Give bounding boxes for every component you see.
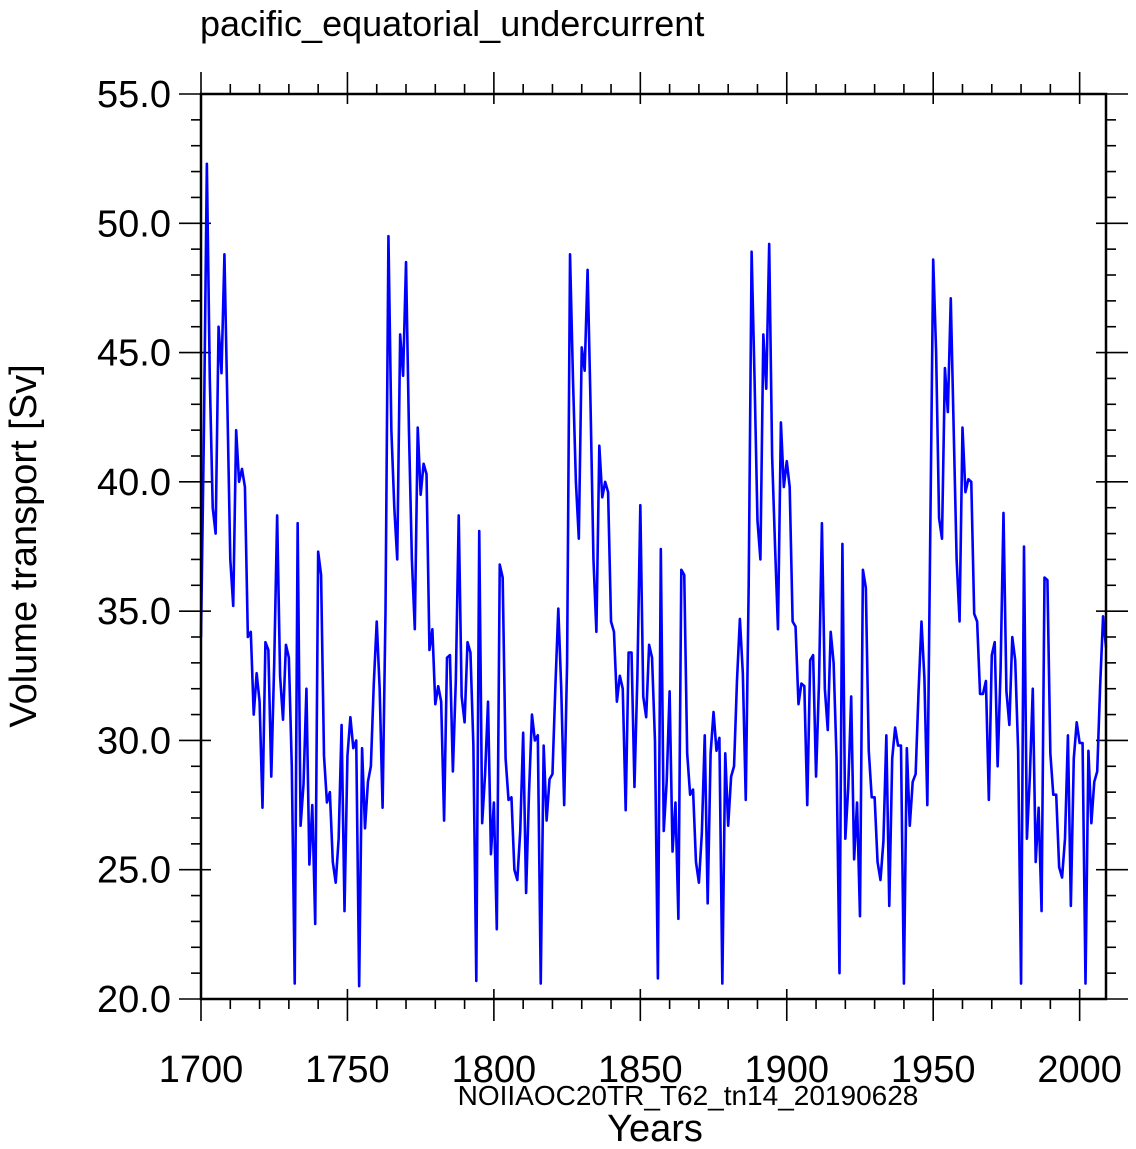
y-tick-label: 20.0 xyxy=(97,979,171,1021)
x-tick-label: 1950 xyxy=(891,1049,976,1091)
x-tick-label: 1850 xyxy=(598,1049,683,1091)
x-tick-label: 1700 xyxy=(159,1049,244,1091)
y-tick-label: 30.0 xyxy=(97,720,171,762)
y-tick-label: 45.0 xyxy=(97,333,171,375)
x-axis-label: Years xyxy=(607,1108,703,1149)
y-tick-label: 35.0 xyxy=(97,591,171,633)
run-id-annotation: NOIIAOC20TR_T62_tn14_20190628 xyxy=(458,1080,919,1111)
tick-labels: 20.0 25.0 30.0 35.0 40.0 45.0 50.0 55.0 1700 1750… xyxy=(97,74,1122,1091)
plot-frame xyxy=(199,92,1108,1001)
y-axis-label: Volume transport [Sv] xyxy=(3,364,45,727)
y-tick-label: 40.0 xyxy=(97,462,171,504)
x-tick-label: 2000 xyxy=(1037,1049,1122,1091)
chart-title: pacific_equatorial_undercurrent xyxy=(200,3,704,44)
x-tick-label: 1900 xyxy=(744,1049,829,1091)
x-tick-label: 1800 xyxy=(452,1049,537,1091)
y-tick-label: 50.0 xyxy=(97,203,171,245)
axis-ticks xyxy=(179,72,1128,1021)
series-line xyxy=(199,162,1108,988)
y-tick-label: 25.0 xyxy=(97,850,171,892)
y-tick-label: 55.0 xyxy=(97,74,171,116)
x-tick-label: 1750 xyxy=(305,1049,390,1091)
